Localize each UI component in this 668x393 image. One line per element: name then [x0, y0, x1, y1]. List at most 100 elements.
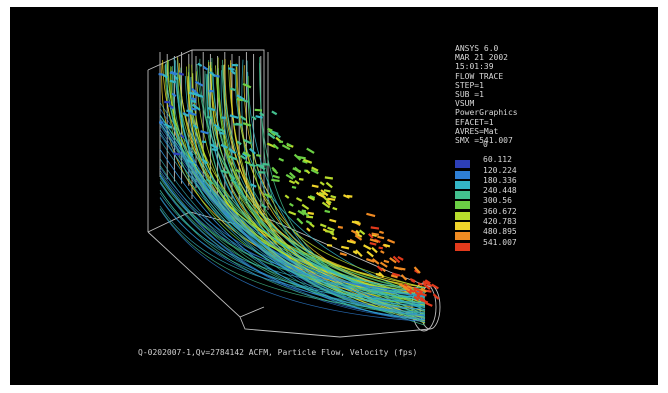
streamline [159, 119, 426, 297]
velocity-arrow [317, 192, 327, 199]
velocity-arrow [375, 272, 382, 277]
streamline [208, 65, 426, 303]
legend-value: 360.672 [483, 206, 517, 216]
velocity-arrow [324, 176, 334, 180]
velocity-arrow [214, 74, 220, 78]
velocity-arrow [228, 148, 237, 155]
velocity-arrow [192, 103, 201, 111]
velocity-arrow [303, 158, 313, 164]
velocity-arrow [235, 168, 241, 174]
velocity-arrow [420, 287, 427, 293]
info-line: VSUM [455, 99, 475, 109]
velocity-arrow [383, 243, 391, 248]
velocity-arrow [197, 62, 203, 67]
velocity-arrow [244, 160, 250, 165]
velocity-arrow [186, 109, 193, 113]
velocity-arrow [255, 115, 263, 119]
velocity-arrow [236, 94, 245, 101]
velocity-arrow [288, 210, 297, 216]
velocity-arrow [351, 220, 361, 225]
streamline [159, 102, 426, 296]
velocity-arrow [355, 229, 360, 235]
streamline [159, 209, 426, 322]
velocity-arrow [323, 196, 332, 204]
info-line: SUB =1 [455, 90, 484, 100]
velocity-arrow [284, 194, 290, 199]
velocity-arrow [293, 166, 301, 173]
velocity-arrow [302, 160, 308, 164]
velocity-arrow [190, 96, 197, 101]
velocity-arrow [393, 266, 403, 271]
velocity-arrow [368, 233, 374, 239]
velocity-arrow [325, 181, 333, 189]
velocity-arrow [215, 127, 221, 132]
velocity-arrow [207, 107, 216, 112]
streamline [159, 205, 426, 304]
legend-swatch [455, 222, 470, 231]
velocity-arrow [423, 289, 432, 293]
streamline [177, 57, 426, 322]
velocity-arrow [337, 225, 344, 229]
velocity-arrow [324, 209, 331, 214]
velocity-arrow [332, 206, 338, 211]
info-line: MAR 21 2002 [455, 53, 508, 63]
velocity-arrow [301, 209, 310, 217]
velocity-arrow [196, 93, 204, 99]
velocity-arrow [329, 231, 335, 236]
velocity-arrow [327, 226, 335, 232]
legend-value: 180.336 [483, 175, 517, 185]
velocity-arrow [422, 282, 431, 291]
velocity-arrow [267, 127, 273, 132]
velocity-arrow [387, 238, 396, 244]
streamline [199, 58, 426, 309]
legend-value: 480.895 [483, 227, 517, 237]
velocity-arrow [307, 195, 316, 201]
velocity-arrow [248, 163, 256, 168]
streamline [247, 71, 426, 315]
velocity-arrow [376, 265, 384, 272]
velocity-arrow [266, 142, 276, 149]
velocity-arrow [413, 296, 420, 301]
streamline [161, 63, 426, 312]
velocity-arrow [187, 111, 197, 116]
velocity-arrow [171, 92, 177, 98]
streamline [159, 132, 426, 321]
legend-swatch [455, 242, 470, 251]
velocity-arrow [278, 157, 285, 162]
velocity-arrow [174, 75, 179, 81]
info-line: SMX =541.007 [455, 136, 513, 146]
velocity-arrow [377, 235, 385, 240]
streamline [159, 197, 426, 303]
velocity-arrow [413, 286, 419, 292]
streamline [159, 121, 426, 305]
velocity-arrow [272, 143, 279, 150]
velocity-arrow [271, 178, 280, 183]
streamline [159, 190, 426, 316]
velocity-arrow [170, 70, 177, 76]
duct-edge [239, 316, 431, 338]
velocity-arrow [230, 87, 236, 92]
legend-value: 60.112 [483, 155, 512, 165]
velocity-arrow [320, 189, 329, 197]
streamline [259, 63, 426, 323]
legend-swatch [455, 191, 470, 200]
velocity-arrow [366, 258, 375, 263]
velocity-arrow [261, 204, 267, 209]
velocity-arrow [264, 193, 273, 199]
velocity-arrow [413, 266, 421, 274]
velocity-arrow [409, 277, 416, 283]
velocity-arrow [285, 173, 294, 180]
velocity-arrow [230, 178, 237, 185]
velocity-arrow [202, 65, 208, 71]
velocity-arrow [211, 147, 218, 152]
velocity-arrow [213, 123, 221, 130]
velocity-arrow [301, 203, 310, 210]
velocity-arrow [158, 73, 164, 76]
velocity-arrow [205, 178, 214, 185]
velocity-arrow [291, 185, 297, 189]
velocity-arrow [167, 104, 174, 109]
velocity-arrow [221, 116, 226, 120]
velocity-arrow [397, 256, 404, 261]
velocity-arrow [169, 79, 176, 84]
velocity-arrow [229, 114, 239, 119]
